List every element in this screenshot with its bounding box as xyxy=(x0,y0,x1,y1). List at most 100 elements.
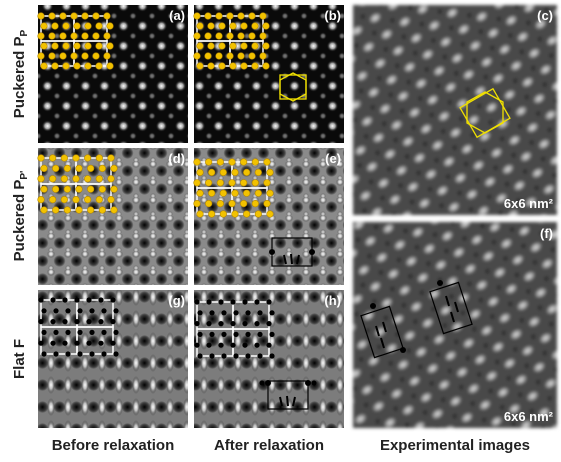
model-atom xyxy=(205,53,212,60)
model-atom xyxy=(220,211,227,218)
model-atom xyxy=(255,169,262,176)
model-atom xyxy=(86,341,91,346)
model-atom xyxy=(197,332,202,337)
model-atom xyxy=(218,321,223,326)
model-atom xyxy=(71,33,78,40)
model-atom xyxy=(41,63,48,70)
model-atom xyxy=(257,353,262,358)
model-atom xyxy=(197,190,204,197)
model-atom xyxy=(205,200,212,207)
model-atom xyxy=(107,43,114,50)
scale-label: 6x6 nm² xyxy=(504,409,554,424)
model-atom xyxy=(197,63,204,70)
row-label-sub: P' xyxy=(19,171,30,180)
model-atom xyxy=(63,23,70,30)
image-c xyxy=(353,5,557,215)
model-atom xyxy=(77,351,82,356)
model-atom xyxy=(230,43,237,50)
model-atom xyxy=(41,186,48,193)
model-atom xyxy=(62,297,67,302)
model-atom xyxy=(255,190,262,197)
model-atom xyxy=(197,211,204,218)
model-atom xyxy=(269,310,274,315)
model-atom xyxy=(76,186,83,193)
model-atom xyxy=(194,13,201,20)
model-atom xyxy=(38,33,45,40)
model-atom xyxy=(101,308,106,313)
model-atom xyxy=(267,169,274,176)
model-atom xyxy=(61,196,68,203)
model-atom xyxy=(221,332,226,337)
model-atom xyxy=(238,33,245,40)
model-atom xyxy=(71,13,78,20)
model-atom xyxy=(254,321,259,326)
model-atom xyxy=(233,310,238,315)
model-atom xyxy=(263,43,270,50)
model-atom xyxy=(65,308,70,313)
model-atom xyxy=(266,321,271,326)
model-atom xyxy=(267,211,274,218)
model-atom xyxy=(93,53,100,60)
model-atom xyxy=(49,176,56,183)
model-atom xyxy=(108,155,115,162)
model-atom xyxy=(257,310,262,315)
model-atom xyxy=(206,321,211,326)
model-atom xyxy=(205,159,212,166)
model-atom xyxy=(241,63,248,70)
column-labels: Before relaxation After relaxation Exper… xyxy=(52,437,530,454)
row-label-text: Puckered P xyxy=(11,36,28,118)
model-atom xyxy=(38,319,43,324)
model-atom xyxy=(64,186,71,193)
model-atom xyxy=(217,200,224,207)
model-atom xyxy=(96,196,103,203)
model-atom xyxy=(218,299,223,304)
model-atom xyxy=(50,297,55,302)
model-atom xyxy=(101,351,106,356)
model-atom xyxy=(76,165,83,172)
row-label: Puckered PP' xyxy=(11,171,30,262)
model-atom xyxy=(208,63,215,70)
model-atom xyxy=(243,211,250,218)
model-atom xyxy=(220,190,227,197)
model-atom xyxy=(84,176,91,183)
model-atom xyxy=(113,330,118,335)
model-atom xyxy=(230,299,235,304)
panel-label: (c) xyxy=(537,8,553,23)
model-atom xyxy=(73,155,80,162)
model-atom xyxy=(49,196,56,203)
model-atom xyxy=(86,319,91,324)
model-atom xyxy=(208,23,215,30)
model-atom xyxy=(87,165,94,172)
model-atom xyxy=(86,297,91,302)
column-label: Experimental images xyxy=(380,437,530,454)
model-atom xyxy=(209,332,214,337)
model-atom xyxy=(77,308,82,313)
model-atom xyxy=(209,310,214,315)
model-atom xyxy=(60,53,67,60)
panel-label: (a) xyxy=(169,8,185,23)
model-atom xyxy=(252,200,259,207)
model-atom xyxy=(60,33,67,40)
model-atom xyxy=(232,190,239,197)
model-atom xyxy=(205,13,212,20)
model-atom xyxy=(245,310,250,315)
model-atom xyxy=(219,63,226,70)
model-atom xyxy=(96,43,103,50)
model-atom xyxy=(217,159,224,166)
model-atom xyxy=(49,155,56,162)
model-atom xyxy=(194,159,201,166)
model-atom xyxy=(73,176,80,183)
model-atom xyxy=(219,23,226,30)
model-atom xyxy=(238,13,245,20)
model-atom xyxy=(208,211,215,218)
model-atom xyxy=(227,13,234,20)
model-atom xyxy=(104,33,111,40)
model-atom xyxy=(194,180,201,187)
model-atom xyxy=(229,200,236,207)
column-label: After relaxation xyxy=(214,437,324,454)
row-label: Puckered PP xyxy=(11,29,30,118)
model-atom xyxy=(89,308,94,313)
model-atom xyxy=(266,343,271,348)
model-atom xyxy=(230,63,237,70)
model-atom xyxy=(85,43,92,50)
